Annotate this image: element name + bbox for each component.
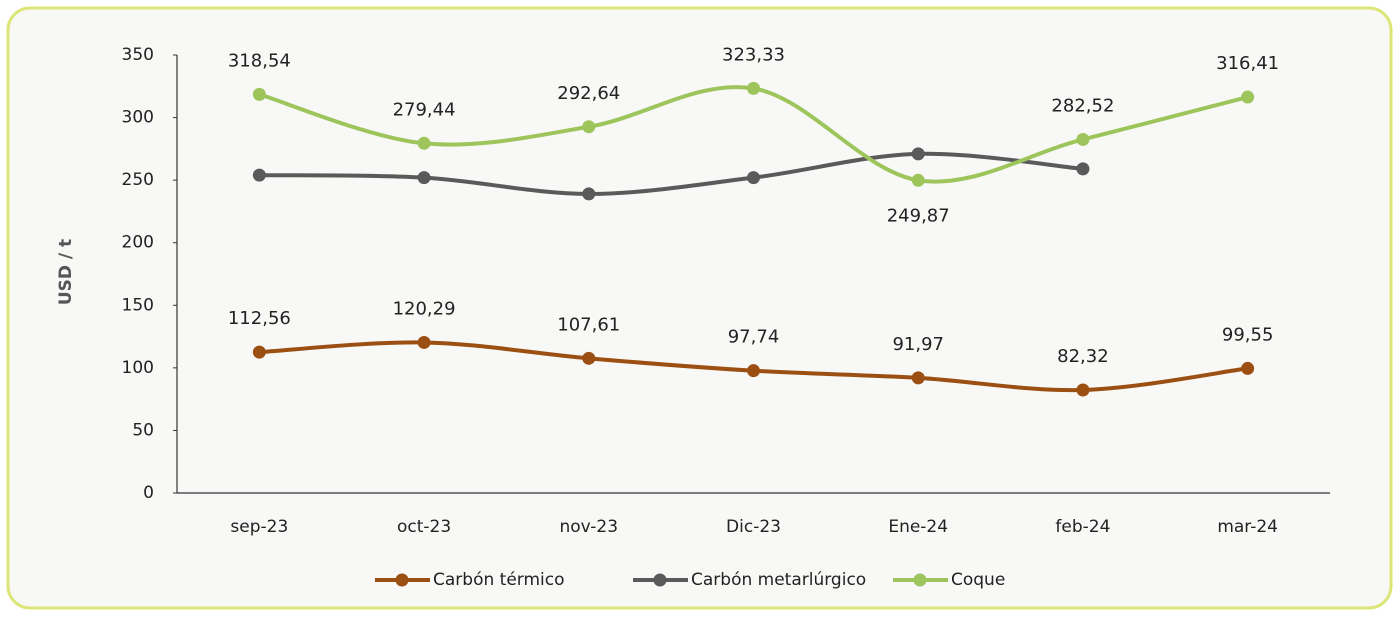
y-tick-label: 350 — [122, 45, 154, 65]
legend-marker — [653, 573, 667, 587]
legend-marker — [913, 573, 927, 587]
y-tick-label: 100 — [122, 358, 154, 378]
data-label: 82,32 — [1057, 346, 1109, 367]
y-tick-label: 300 — [122, 108, 154, 128]
y-tick-label: 0 — [143, 483, 154, 503]
data-label: 97,74 — [728, 327, 780, 348]
x-tick-label: oct-23 — [397, 517, 451, 537]
point-marker — [747, 81, 760, 95]
legend-label: Carbón térmico — [433, 570, 565, 590]
point-marker — [1076, 162, 1090, 176]
legend-label: Coque — [951, 570, 1005, 590]
y-axis-title: USD / t — [56, 239, 76, 305]
x-tick-label: feb-24 — [1055, 517, 1110, 537]
data-label: 323,33 — [722, 44, 785, 65]
point-marker — [1076, 132, 1090, 146]
data-label: 112,56 — [228, 308, 291, 329]
data-label: 292,64 — [557, 83, 620, 104]
y-tick-label: 250 — [122, 170, 154, 190]
point-marker — [417, 136, 431, 150]
y-tick-label: 150 — [122, 295, 154, 315]
point-marker — [911, 173, 925, 187]
point-marker — [1076, 383, 1090, 397]
point-marker — [252, 87, 266, 101]
x-tick-label: sep-23 — [230, 517, 288, 537]
data-label: 91,97 — [892, 334, 944, 355]
point-marker — [582, 120, 596, 134]
point-marker — [911, 147, 925, 161]
point-marker — [417, 171, 431, 185]
point-marker — [747, 364, 760, 378]
x-tick-label: Ene-24 — [888, 517, 948, 537]
point-marker — [911, 371, 925, 385]
point-marker — [252, 168, 266, 182]
data-label: 318,54 — [228, 50, 291, 71]
point-marker — [252, 345, 266, 359]
y-tick-label: 200 — [122, 233, 154, 253]
legend-label: Carbón metarlúrgico — [691, 570, 866, 590]
x-tick-label: nov-23 — [560, 517, 619, 537]
data-label: 282,52 — [1051, 95, 1114, 116]
x-tick-label: Dic-23 — [726, 517, 781, 537]
point-marker — [1241, 361, 1255, 375]
point-marker — [747, 171, 760, 185]
chart-frame — [6, 6, 1393, 610]
y-tick-label: 50 — [132, 420, 154, 440]
x-tick-label: mar-24 — [1217, 517, 1278, 537]
data-label: 316,41 — [1216, 53, 1279, 74]
data-label: 107,61 — [557, 314, 620, 335]
legend-marker — [395, 573, 409, 587]
data-label: 279,44 — [393, 99, 456, 120]
series-line — [257, 151, 1085, 196]
point-marker — [582, 187, 596, 201]
data-label: 99,55 — [1222, 324, 1274, 345]
point-marker — [1241, 90, 1255, 104]
data-label: 120,29 — [393, 298, 456, 319]
point-marker — [417, 335, 431, 349]
data-label: 249,87 — [887, 205, 950, 226]
point-marker — [582, 351, 596, 365]
